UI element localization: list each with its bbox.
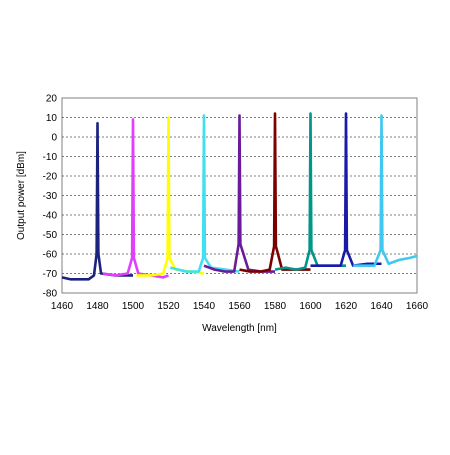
x-tick-label: 1460 (51, 301, 74, 312)
series-line-4 (169, 114, 240, 273)
y-tick-labels: 20 10 0 -10 -20 -30 -40 -50 -60 -70 -80 (43, 94, 58, 300)
x-axis-label: Wavelength [nm] (202, 323, 277, 334)
series-line-9 (353, 114, 418, 268)
y-tick-label: 10 (46, 113, 58, 124)
x-tick-label: 1500 (122, 301, 145, 312)
x-tick-label: 1640 (370, 301, 393, 312)
x-tick-label: 1580 (264, 301, 287, 312)
x-tick-label: 1560 (228, 301, 251, 312)
y-tick-label: -60 (43, 250, 58, 261)
y-tick-label: -50 (43, 230, 58, 241)
y-tick-label: -40 (43, 211, 58, 222)
x-tick-label: 1480 (86, 301, 109, 312)
y-tick-label: -10 (43, 152, 58, 163)
x-tick-label: 1660 (406, 301, 429, 312)
x-tick-label: 1620 (335, 301, 358, 312)
x-tick-label: 1600 (299, 301, 322, 312)
y-tick-label: -20 (43, 172, 58, 183)
series-line-2 (102, 118, 169, 279)
y-tick-label: 20 (46, 94, 58, 105)
x-tick-label: 1540 (193, 301, 216, 312)
y-tick-label: -80 (43, 289, 58, 300)
x-tick-label: 1520 (157, 301, 180, 312)
y-tick-label: -70 (43, 269, 58, 280)
x-tick-labels: 1460 1480 1500 1520 1540 1560 1580 1600 1620 1640… (51, 301, 429, 312)
y-tick-label: 0 (51, 133, 57, 144)
series-group (61, 112, 418, 281)
y-tick-label: -30 (43, 191, 58, 202)
y-axis-label: Output power [dBm] (16, 151, 27, 240)
